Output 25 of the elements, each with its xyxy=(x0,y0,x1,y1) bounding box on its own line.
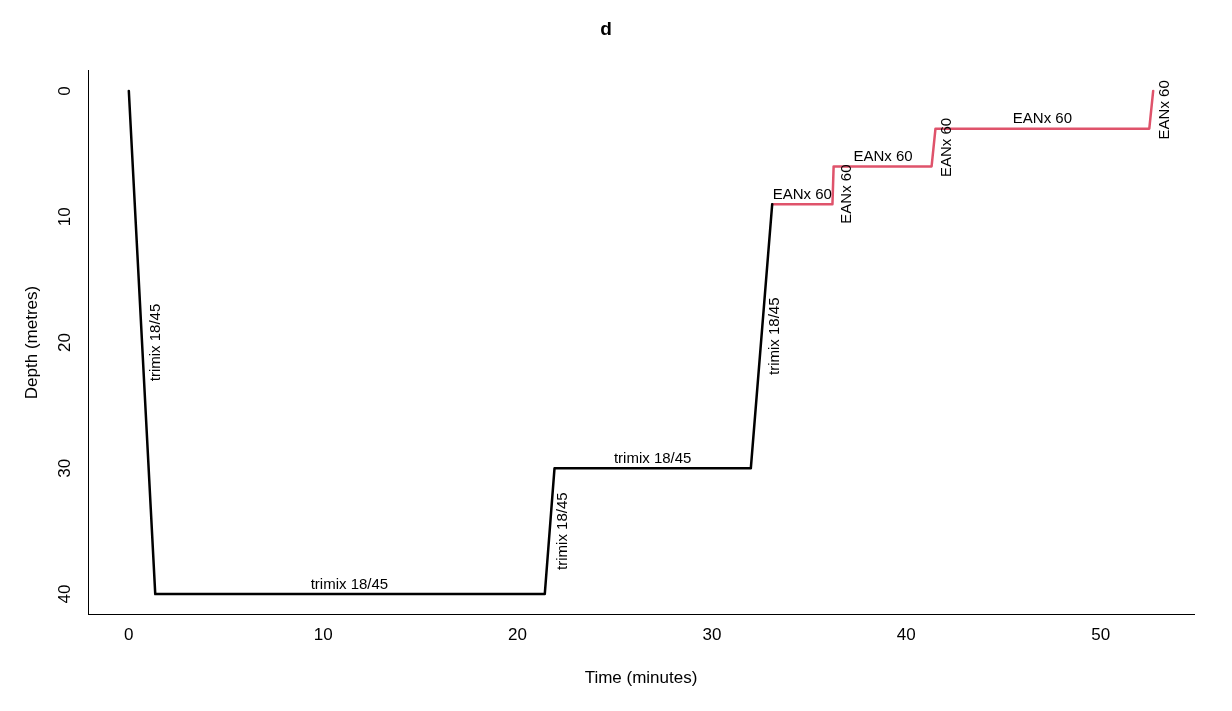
x-tick-label: 30 xyxy=(702,625,722,645)
y-tick-label: 40 xyxy=(55,584,75,604)
x-axis-title: Time (minutes) xyxy=(584,668,698,688)
y-tick-label: 10 xyxy=(55,207,75,227)
y-tick-label: 30 xyxy=(55,458,75,478)
y-axis-title: Depth (metres) xyxy=(21,285,41,400)
x-tick-label: 20 xyxy=(508,625,528,645)
x-tick-label: 40 xyxy=(896,625,916,645)
annotation: EANx 60 xyxy=(772,184,832,202)
annotation: EANx 60 xyxy=(1154,80,1172,140)
annotation: trimix 18/45 xyxy=(145,303,163,382)
x-tick-label: 10 xyxy=(313,625,333,645)
chart-title: d xyxy=(600,17,612,39)
annotation: trimix 18/45 xyxy=(553,492,571,570)
x-tick-label: 50 xyxy=(1091,625,1111,645)
annotation: EANx 60 xyxy=(937,117,955,178)
annotation: trimix 18/45 xyxy=(765,297,783,375)
annotation: trimix 18/45 xyxy=(613,448,692,466)
x-tick-label: 0 xyxy=(124,625,134,645)
y-tick-label: 0 xyxy=(55,86,75,96)
y-tick-label: 20 xyxy=(55,333,75,352)
annotation: EANx 60 xyxy=(853,147,913,165)
annotation: EANx 60 xyxy=(836,164,854,224)
annotation: EANx 60 xyxy=(1012,109,1072,127)
annotation: trimix 18/45 xyxy=(310,574,389,592)
